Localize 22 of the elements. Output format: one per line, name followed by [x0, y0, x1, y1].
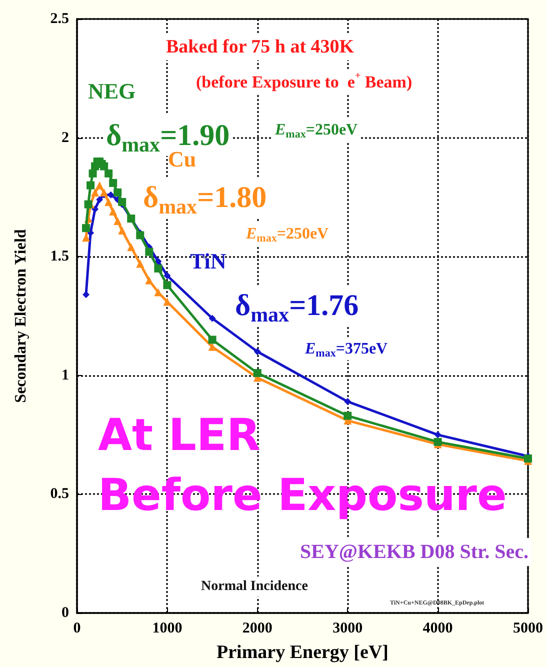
y-axis-title: Secondary Electron Yield — [12, 229, 30, 403]
x-tick-label: 1000 — [152, 620, 182, 636]
y-tick-label: 2 — [62, 130, 69, 146]
x-tick-label: 0 — [73, 620, 81, 636]
y-tick-label: 1 — [62, 367, 69, 384]
y-tick-label: 0 — [62, 605, 69, 621]
annotation: Baked for 75 h at 430K — [166, 36, 354, 58]
series-label: TiN — [190, 248, 226, 274]
annotation: SEY@KEKB D08 Str. Sec. — [300, 541, 528, 563]
x-axis-title: Primary Energy [eV] — [216, 642, 388, 663]
y-tick-label: 0.5 — [50, 486, 69, 502]
annotation: (before Exposure to e+ Beam) — [196, 70, 412, 92]
x-tick-label: 3000 — [332, 620, 363, 636]
annotation: At LER — [98, 410, 260, 462]
x-tick-label: 4000 — [422, 620, 453, 636]
annotation: Before Exposure — [98, 470, 507, 522]
y-tick-label: 2.5 — [50, 11, 69, 27]
x-tick-label: 2000 — [242, 620, 272, 636]
y-tick-label: 1.5 — [50, 248, 69, 265]
text: NEG — [88, 78, 136, 104]
x-tick-label: 5000 — [513, 620, 543, 636]
annotation: Normal Incidence — [201, 579, 308, 594]
